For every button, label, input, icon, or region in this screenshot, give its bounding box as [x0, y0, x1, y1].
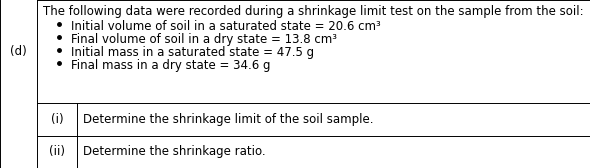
Text: The following data were recorded during a shrinkage limit test on the sample fro: The following data were recorded during … [43, 5, 584, 18]
Text: Determine the shrinkage limit of the soil sample.: Determine the shrinkage limit of the soi… [83, 113, 373, 126]
Text: Final mass in a dry state = 34.6 g: Final mass in a dry state = 34.6 g [71, 59, 270, 72]
Text: Initial volume of soil in a saturated state = 20.6 cm³: Initial volume of soil in a saturated st… [71, 20, 381, 33]
Text: Determine the shrinkage ratio.: Determine the shrinkage ratio. [83, 145, 266, 158]
Text: Initial mass in a saturated state = 47.5 g: Initial mass in a saturated state = 47.5… [71, 46, 314, 59]
Text: (i): (i) [51, 113, 63, 126]
Text: Final volume of soil in a dry state = 13.8 cm³: Final volume of soil in a dry state = 13… [71, 33, 337, 46]
Text: (ii): (ii) [49, 145, 65, 158]
Text: (d): (d) [10, 45, 27, 58]
